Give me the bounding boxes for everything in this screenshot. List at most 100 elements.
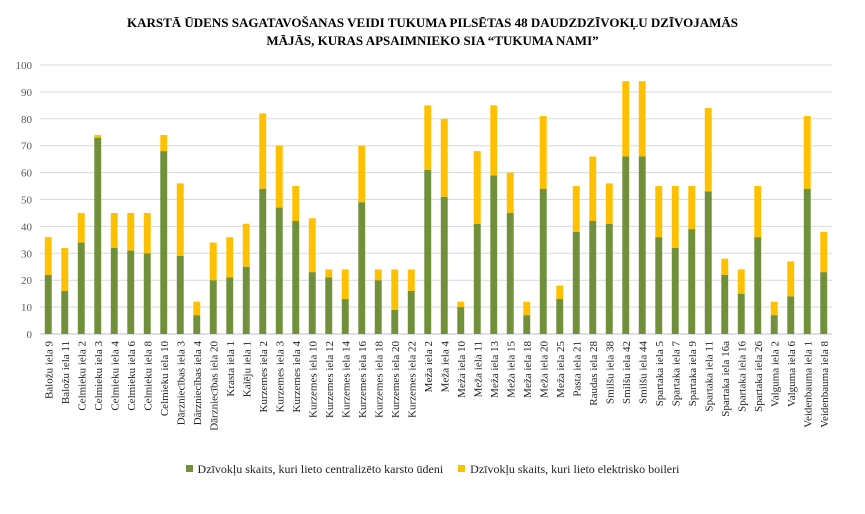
bar-centralized — [655, 237, 663, 334]
bar-centralized — [737, 293, 745, 334]
bar-centralized — [457, 307, 465, 334]
legend-swatch-centralized — [185, 465, 193, 472]
x-tick-label: Kurzemes iela 20 — [390, 341, 402, 418]
bar-boiler — [754, 186, 762, 238]
x-tick-label: Baložu iela 11 — [60, 341, 72, 404]
bar-centralized — [292, 221, 300, 334]
x-tick-label: Spartaka iela 5 — [654, 341, 666, 407]
y-tick-label: 30 — [21, 248, 33, 260]
x-tick-label: Celmieku iela 8 — [142, 341, 154, 411]
x-tick-label: Meža iela 10 — [456, 341, 468, 398]
bar-boiler — [820, 231, 828, 273]
chart-title: KARSTĀ ŪDENS SAGATAVOŠANAS VEIDI TUKUMA … — [0, 14, 865, 50]
bar-boiler — [391, 269, 399, 310]
y-tick-label: 90 — [21, 87, 33, 99]
x-tick-label: Celmieku iela 3 — [93, 341, 105, 411]
bar-centralized — [605, 223, 613, 334]
legend-swatch-boiler — [458, 465, 466, 472]
x-tick-label: Kurzemes iela 12 — [324, 341, 336, 418]
bar-centralized — [473, 223, 481, 334]
x-tick-label: Kurzemes iela 2 — [258, 341, 270, 412]
bar-centralized — [325, 277, 333, 334]
x-tick-label: Kurzemes iela 10 — [307, 341, 319, 418]
bar-centralized — [77, 242, 85, 334]
bar-centralized — [110, 247, 118, 334]
bar-centralized — [209, 280, 217, 334]
x-tick-label: Kurzemes iela 14 — [340, 341, 352, 418]
x-tick-label: Meža iela 2 — [423, 341, 435, 392]
x-tick-label: Kalēju iela 1 — [241, 341, 253, 397]
bar-centralized — [638, 156, 646, 334]
y-tick-label: 70 — [21, 141, 33, 153]
x-tick-label: Spartaka iela 16a — [720, 341, 732, 417]
bar-boiler — [358, 145, 366, 203]
bar-centralized — [688, 229, 696, 334]
x-tick-label: Krasta iela 1 — [225, 341, 237, 397]
x-tick-label: Meža iela 11 — [472, 341, 484, 397]
x-tick-label: Celmieku iela 2 — [76, 341, 88, 411]
bar-centralized — [803, 188, 811, 334]
bar-boiler — [506, 172, 514, 213]
bar-centralized — [539, 188, 547, 334]
bar-centralized — [704, 191, 712, 334]
bar-boiler — [275, 145, 283, 208]
bar-centralized — [94, 137, 102, 334]
bar-centralized — [391, 309, 399, 334]
bars — [44, 81, 828, 334]
bar-boiler — [787, 261, 795, 297]
x-tick-label: Spartaka iela 26 — [753, 341, 765, 412]
x-tick-label: Kurzemes iela 18 — [373, 341, 385, 418]
bar-boiler — [721, 258, 729, 275]
bar-boiler — [638, 81, 646, 157]
x-tick-label: Raudas iela 28 — [588, 341, 600, 406]
bar-boiler — [325, 269, 333, 278]
x-tick-label: Celmieku iela 4 — [109, 341, 121, 411]
y-tick-label: 0 — [27, 329, 33, 341]
bar-boiler — [226, 237, 234, 278]
bar-centralized — [275, 207, 283, 334]
y-tick-label: 60 — [21, 168, 33, 180]
x-tick-label: Dārzniecības iela 3 — [175, 341, 187, 426]
bar-boiler — [605, 183, 613, 224]
bar-boiler — [572, 186, 580, 232]
x-tick-label: Smilšu iela 38 — [604, 341, 616, 404]
bar-boiler — [193, 301, 201, 316]
x-tick-label: Smilšu iela 44 — [637, 341, 649, 404]
y-tick-label: 50 — [21, 195, 33, 207]
x-tick-label: Dārzniecības iela 20 — [208, 341, 220, 431]
bar-centralized — [754, 237, 762, 334]
bar-centralized — [193, 315, 201, 334]
gridlines — [40, 64, 832, 335]
y-tick-label: 100 — [16, 60, 33, 72]
bar-centralized — [127, 250, 135, 334]
bar-boiler — [473, 151, 481, 224]
bar-boiler — [374, 269, 382, 281]
bar-boiler — [556, 285, 564, 300]
bar-boiler — [127, 212, 135, 251]
chart-title-line-2: MĀJĀS, KURAS APSAIMNIEKO SIA “TUKUMA NAM… — [266, 33, 599, 48]
y-axis: 0 10 20 30 40 50 60 70 80 90 100 — [16, 60, 33, 341]
bar-centralized — [308, 272, 316, 334]
bar-centralized — [341, 299, 349, 334]
y-tick-label: 40 — [21, 221, 33, 233]
bar-boiler — [77, 212, 85, 243]
bar-centralized — [523, 315, 531, 334]
bar-boiler — [440, 118, 448, 197]
bar-boiler — [803, 116, 811, 189]
bar-boiler — [61, 247, 69, 291]
bar-centralized — [61, 290, 69, 334]
bar-boiler — [259, 113, 267, 189]
bar-boiler — [523, 301, 531, 316]
bar-boiler — [622, 81, 630, 157]
bar-boiler — [209, 242, 217, 281]
bar-centralized — [259, 188, 267, 334]
legend-label-centralized: Dzīvokļu skaits, kuri lieto centralizēto… — [197, 462, 444, 476]
x-tick-label: Spartaka iela 11 — [703, 341, 715, 411]
x-tick-label: Spartaka iela 9 — [687, 341, 699, 407]
bar-centralized — [143, 253, 151, 334]
bar-boiler — [143, 212, 151, 254]
x-tick-label: Valguma iela 6 — [786, 341, 798, 407]
x-tick-label: Kurzemes iela 16 — [357, 341, 369, 418]
x-tick-label: Pasta iela 21 — [571, 341, 583, 397]
x-tick-label: Celmieku iela 10 — [159, 341, 171, 417]
